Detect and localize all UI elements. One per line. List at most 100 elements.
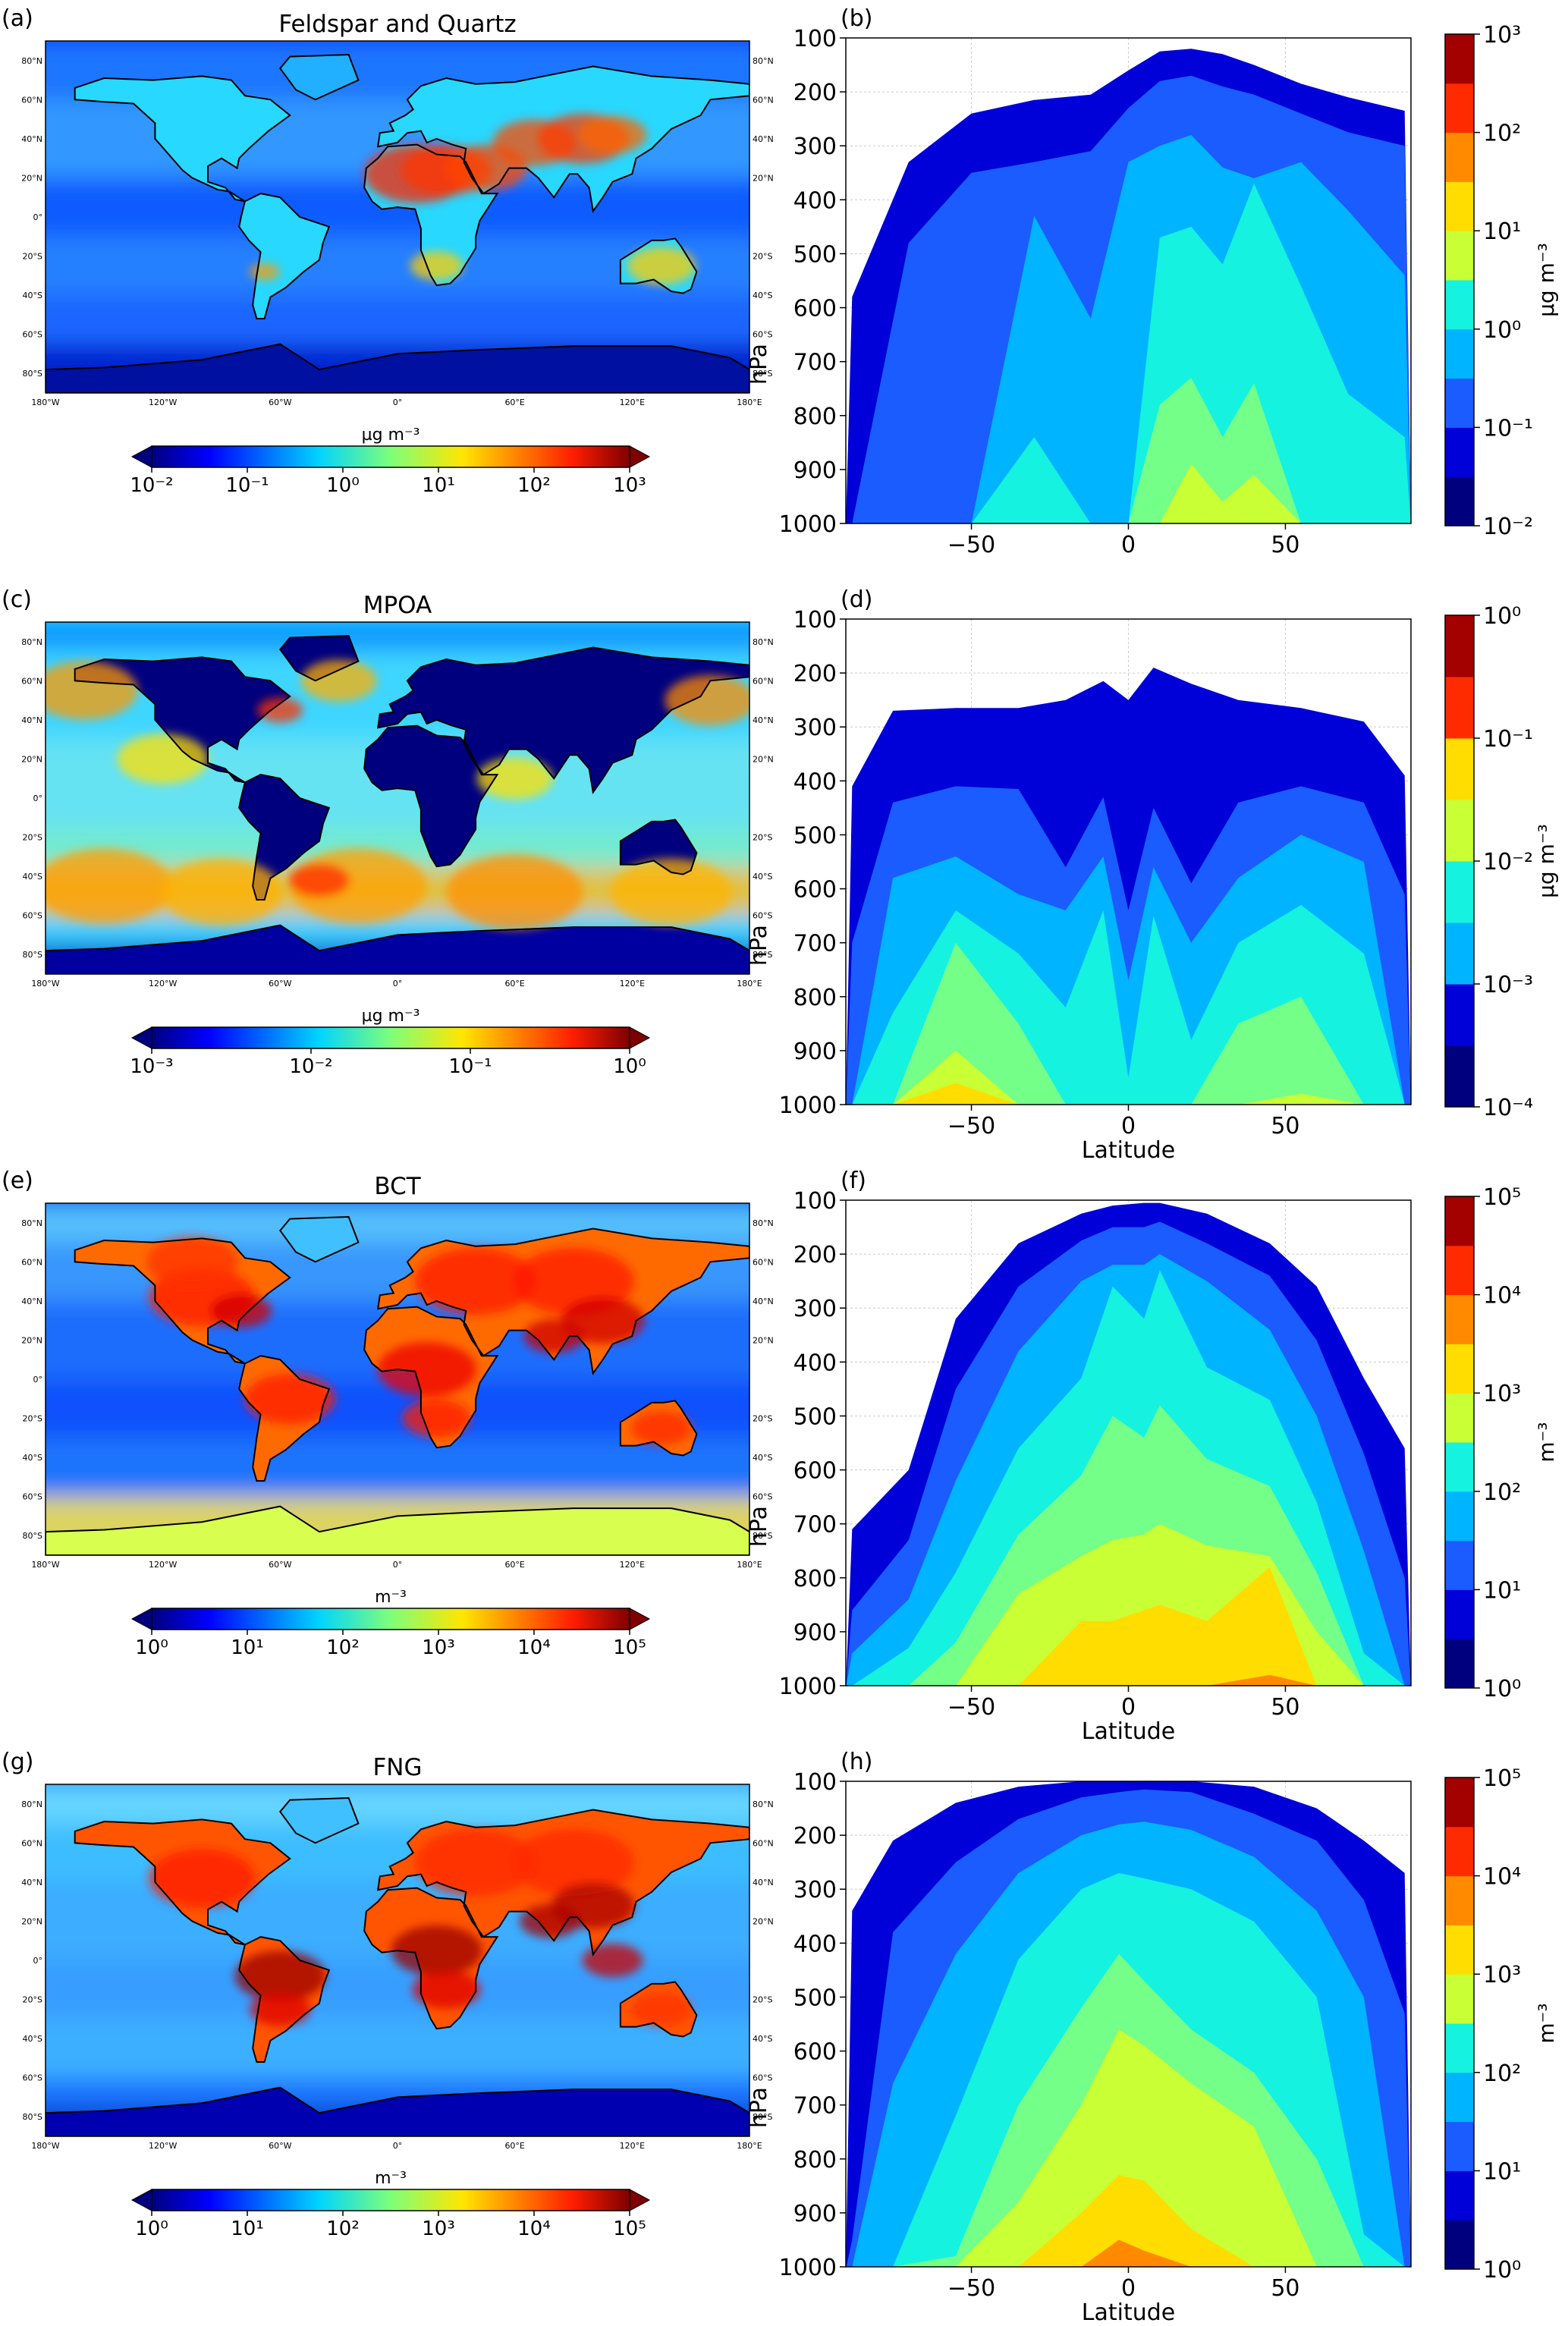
map-hotspot <box>117 734 209 784</box>
colorbar-extend-low <box>130 1608 152 1630</box>
figure-row: (c) MPOA 80°N 80°N 60°N 60°N 40°N 40°N 20°N 20°N 0… <box>2 586 1559 1164</box>
map-panel: (c) MPOA 80°N 80°N 60°N 60°N 40°N 40°N 20°N 20°N 0… <box>2 586 774 1078</box>
colorbar-frame <box>1444 1777 1475 2270</box>
y-tick-label: 300 <box>793 1296 837 1322</box>
lat-tick-left: 20°S <box>23 833 42 843</box>
lat-tick-left: 80°N <box>21 56 42 66</box>
colorbar-segment <box>1445 378 1474 428</box>
lat-tick-left: 80°N <box>21 637 42 647</box>
y-tick-label: 800 <box>793 404 837 430</box>
lat-tick-left: 40°N <box>21 715 42 725</box>
colorbar-segment <box>1445 1344 1474 1394</box>
colorbar-tick-label: 10⁻² <box>1483 514 1533 540</box>
coastline <box>74 1818 291 1946</box>
x-tick-label: −50 <box>947 532 995 558</box>
lat-tick-left: 60°S <box>23 1492 42 1502</box>
y-axis-label: hPa <box>746 344 772 385</box>
lon-tick: 180°E <box>737 1560 762 1570</box>
colorbar-tick-label: 10⁻¹ <box>1483 415 1533 442</box>
map-colorbar-tick-label: 10⁰ <box>135 2218 168 2240</box>
map-colorbar-tick-label: 10⁰ <box>326 474 360 497</box>
continent-na <box>74 76 291 202</box>
profile-field <box>846 38 1411 523</box>
colorbar-segment <box>1445 132 1474 182</box>
colorbar-segment <box>1445 280 1474 330</box>
lat-tick-left: 40°N <box>21 1297 42 1306</box>
y-tick-label: 800 <box>793 985 837 1011</box>
lon-tick: 180°W <box>31 979 59 989</box>
lat-tick-right: 20°N <box>753 754 774 764</box>
lat-tick-left: 0° <box>33 794 43 803</box>
lon-tick: 60°W <box>269 2141 291 2151</box>
lat-tick-left: 60°S <box>23 330 42 340</box>
lat-tick-left: 40°S <box>23 2034 42 2044</box>
map-panel: (a) Feldspar and Quartz 80°N 80°N 60°N 60°N 40… <box>2 5 774 497</box>
map-colorbar-tick-label: 10¹ <box>422 474 455 497</box>
y-axis-label: hPa <box>746 2087 772 2128</box>
colorbar-segment <box>1445 677 1474 739</box>
colorbar-segment <box>1445 427 1474 477</box>
lat-tick-left: 80°S <box>23 950 42 960</box>
colorbar-label: m⁻³ <box>1534 2003 1559 2043</box>
y-axis-label: hPa <box>746 925 772 966</box>
map-hotspot <box>300 659 377 702</box>
colorbar-tick-label: 10⁵ <box>1483 1765 1521 1792</box>
lat-tick-left: 80°S <box>23 2112 42 2122</box>
profile-field <box>846 619 1411 1105</box>
x-tick-label: −50 <box>947 2275 995 2302</box>
colorbar-tick-label: 10² <box>1483 121 1521 147</box>
map-band <box>46 295 749 344</box>
map-hotspot <box>257 697 303 723</box>
colorbar-frame <box>1444 1196 1475 1689</box>
colorbar-segment <box>1445 2220 1474 2270</box>
map-colorbar: µg m⁻³ 10⁻³ 10⁻² 10⁻¹ 10⁰ <box>130 1007 651 1078</box>
colorbar-extend-high <box>629 1608 651 1630</box>
coastline <box>238 1936 331 2063</box>
lat-tick-right: 60°S <box>753 1492 772 1502</box>
map-colorbar-gradient <box>151 445 630 468</box>
map-hotspot <box>513 1829 634 1897</box>
y-tick-label: 500 <box>793 1403 837 1430</box>
map-hotspot <box>415 1248 537 1315</box>
coastline <box>279 1796 360 1844</box>
profile-colorbar: 10⁰ 10¹ 10² 10³ 10⁴ 10⁵ m⁻³ <box>1444 1765 1559 2284</box>
map-hotspots <box>146 1237 692 1445</box>
coastline <box>619 1981 698 2038</box>
colorbar-tick-label: 10³ <box>1483 22 1521 49</box>
colorbar-segment <box>1445 1589 1474 1639</box>
y-tick-label: 300 <box>793 1877 837 1903</box>
lat-tick-right: 80°N <box>753 637 774 647</box>
lon-tick: 0° <box>393 398 403 407</box>
lon-tick: 120°W <box>149 979 177 989</box>
colorbar-segment <box>1445 2023 1474 2073</box>
lat-tick-right: 60°N <box>753 95 774 105</box>
y-axis-label: hPa <box>746 1506 772 1547</box>
map-colorbar-tick-label: 10² <box>517 474 551 497</box>
map-colorbar-tick-label: 10⁻³ <box>130 1055 173 1078</box>
colorbar-segment <box>1445 1778 1474 1828</box>
map-colorbar-gradient <box>151 1026 630 1049</box>
colorbar-extend-low <box>130 445 152 468</box>
y-tick-label: 400 <box>793 187 837 214</box>
continent-sa <box>239 193 329 319</box>
coastline <box>377 1227 749 1375</box>
map-colorbar-label: µg m⁻³ <box>362 426 420 445</box>
map-colorbar-tick-label: 10⁰ <box>135 1636 168 1659</box>
coastline <box>279 634 360 682</box>
map-title: MPOA <box>363 592 432 619</box>
colorbar-segment <box>1445 1196 1474 1246</box>
coastline <box>279 53 360 101</box>
map-hotspot <box>210 1293 272 1328</box>
coastline <box>238 1355 331 1482</box>
map-hotspot <box>412 1970 481 2009</box>
colorbar-segment <box>1445 181 1474 231</box>
coastline <box>377 646 749 794</box>
colorbar-segment <box>1445 2121 1474 2171</box>
coastline <box>363 1306 499 1449</box>
map-field <box>46 1784 749 2136</box>
x-tick-label: 50 <box>1271 2275 1299 2302</box>
map-colorbar-gradient <box>151 2189 630 2211</box>
coastline <box>363 725 499 868</box>
lat-tick-left: 20°S <box>23 1995 42 2005</box>
